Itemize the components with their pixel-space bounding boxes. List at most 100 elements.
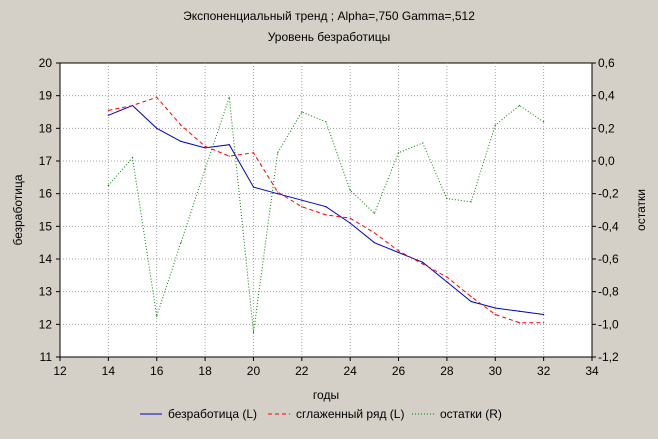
y-left-tick-label: 14 — [39, 252, 53, 266]
series-2-point — [494, 124, 496, 126]
x-tick-label: 16 — [150, 364, 164, 378]
y-right-tick-label: -1,0 — [598, 317, 619, 331]
series-1-point — [277, 191, 279, 193]
x-tick-label: 22 — [295, 364, 309, 378]
legend-label-0: безработица (L) — [168, 407, 257, 421]
chart-title: Экспоненциальный тренд ; Alpha=,750 Gamm… — [183, 9, 475, 23]
series-2-point — [131, 157, 134, 159]
series-1-point — [252, 152, 255, 154]
y-left-tick-label: 20 — [39, 56, 53, 70]
y-axis-right-label: остатки — [634, 189, 648, 231]
y-axis-left-label: безработица — [11, 174, 25, 245]
series-1-point — [397, 250, 400, 252]
series-2-point — [204, 168, 206, 170]
series-2-point — [277, 152, 279, 154]
y-right-tick-label: -0,8 — [598, 285, 619, 299]
series-0-point — [156, 127, 158, 129]
series-2-point — [301, 111, 303, 113]
chart-subtitle: Уровень безработицы — [268, 30, 391, 44]
series-1-point — [107, 109, 109, 111]
series-1-point — [180, 124, 182, 126]
y-axis-left: 11 12 13 14 15 16 17 18 19 20 — [39, 56, 60, 364]
x-tick-label: 24 — [344, 364, 358, 378]
series-1-point — [131, 104, 134, 107]
series-1-point — [349, 217, 351, 219]
series-0-point — [543, 313, 545, 316]
x-tick-label: 34 — [585, 364, 599, 378]
x-tick-label: 20 — [247, 364, 261, 378]
x-tick-label: 26 — [392, 364, 406, 378]
grid-layer — [60, 63, 592, 357]
series-2-point — [470, 201, 472, 203]
y-right-tick-label: -0,4 — [598, 219, 619, 233]
y-right-tick-label: 0,6 — [598, 56, 615, 70]
y-left-tick-label: 15 — [39, 219, 53, 233]
series-1-point — [301, 206, 303, 208]
series-0-point — [277, 193, 279, 195]
series-0-point — [325, 206, 327, 208]
series-0-point — [180, 140, 182, 142]
series-0-point — [107, 114, 109, 116]
y-axis-right: -1,2 -1,0 -0,8 -0,6 -0,4 -0,2 0,0 0,2 0,4 0,6 — [592, 56, 619, 364]
series-1-point — [470, 295, 472, 298]
series-0-point — [422, 261, 424, 263]
series-1-point — [494, 313, 496, 316]
series-0-point — [518, 310, 521, 312]
series-2-point — [252, 331, 255, 334]
series-2-point — [543, 121, 545, 123]
series-1-point — [422, 263, 424, 265]
series-0-point — [301, 199, 303, 201]
series-1-point — [156, 96, 158, 98]
series-1-point — [204, 145, 206, 147]
series-2-point — [422, 142, 424, 144]
y-right-tick-label: 0,4 — [598, 89, 615, 103]
x-tick-label: 32 — [537, 364, 551, 378]
y-right-tick-label: 0,2 — [598, 121, 615, 135]
series-2-point — [325, 121, 327, 123]
x-tick-label: 30 — [489, 364, 503, 378]
legend: безработица (L) сглаженный ряд (L) остатки… — [140, 407, 502, 421]
y-right-tick-label: -0,2 — [598, 187, 619, 201]
series-2-point — [228, 96, 230, 98]
series-2-point — [518, 104, 521, 107]
series-1-point — [325, 214, 327, 216]
series-2-point — [107, 184, 109, 187]
series-1-point — [228, 155, 230, 157]
series-2-point — [373, 212, 375, 214]
y-left-tick-label: 19 — [39, 89, 53, 103]
series-1-point — [543, 322, 545, 324]
y-left-tick-label: 12 — [39, 317, 53, 331]
series-0-point — [397, 251, 400, 254]
x-tick-label: 18 — [198, 364, 212, 378]
y-left-tick-label: 13 — [39, 285, 53, 299]
y-left-tick-label: 16 — [39, 187, 53, 201]
series-1-point — [446, 276, 448, 278]
y-left-tick-label: 17 — [39, 154, 53, 168]
series-1-point — [373, 232, 375, 234]
series-0-point — [252, 186, 255, 188]
x-axis: 12 14 16 18 20 22 24 26 28 30 32 34 — [53, 357, 599, 378]
series-2-point — [349, 189, 351, 191]
x-tick-label: 28 — [440, 364, 454, 378]
series-0-point — [470, 300, 472, 303]
series-layer — [107, 96, 545, 334]
series-0-point — [446, 281, 448, 283]
series-2-point — [156, 315, 158, 317]
series-0-point — [228, 144, 230, 146]
plot-area — [59, 62, 593, 358]
x-tick-label: 12 — [53, 364, 67, 378]
x-tick-label: 14 — [102, 364, 116, 378]
y-right-tick-label: -1,2 — [598, 350, 619, 364]
series-0-point — [204, 147, 206, 149]
series-0-point — [373, 242, 375, 244]
series-2-point — [446, 197, 448, 200]
y-right-tick-label: -0,6 — [598, 252, 619, 266]
legend-label-2: остатки (R) — [440, 407, 502, 421]
y-right-tick-label: 0,0 — [598, 154, 615, 168]
series-1-point — [518, 322, 521, 324]
series-2-point — [180, 242, 182, 244]
series-2-point — [397, 152, 400, 154]
legend-label-1: сглаженный ряд (L) — [296, 407, 404, 421]
